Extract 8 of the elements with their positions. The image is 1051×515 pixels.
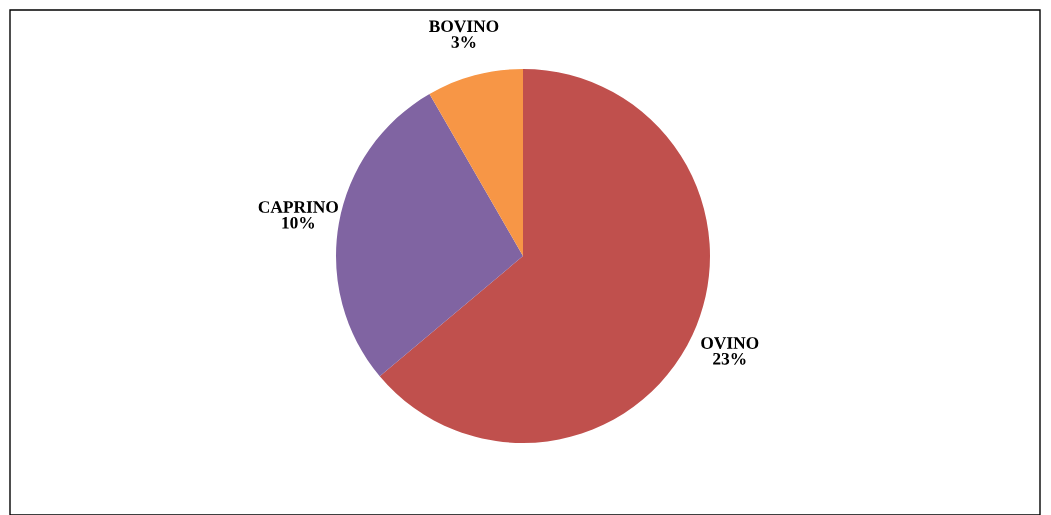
- slice-label: OVINO: [701, 337, 759, 349]
- slice-label: CAPRINO: [258, 201, 338, 213]
- slice-label: BOVINO: [429, 20, 499, 33]
- pie-slice: [336, 94, 523, 377]
- pie-slice: [429, 69, 523, 256]
- data-label: 23%: [713, 352, 746, 365]
- data-label: 3%: [451, 36, 476, 48]
- data-label: 10%: [282, 216, 315, 229]
